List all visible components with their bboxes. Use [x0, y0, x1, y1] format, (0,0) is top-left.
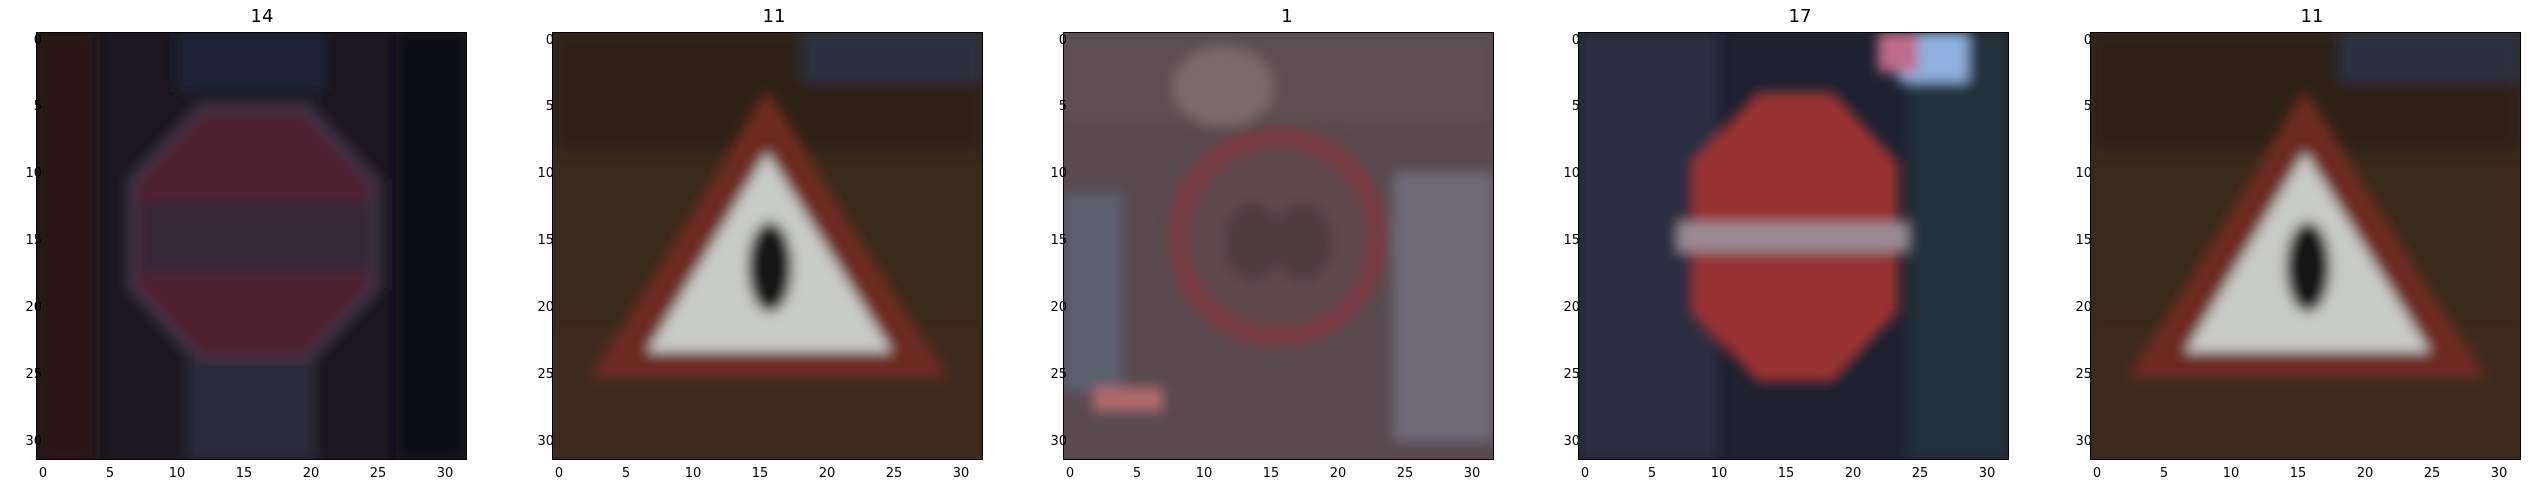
panel-title: 1	[1281, 6, 1293, 27]
y-tick: 0	[1058, 33, 1067, 48]
x-tick: 30	[1978, 466, 1996, 481]
x-tick: 25	[1396, 466, 1414, 481]
y-tick: 15	[25, 233, 42, 248]
y-tick: 20	[2075, 300, 2092, 315]
x-tick: 5	[621, 466, 631, 481]
y-tick: 25	[2075, 367, 2092, 382]
x-tick: 25	[885, 466, 903, 481]
y-tick: 30	[1050, 434, 1067, 449]
x-tick: 20	[1329, 466, 1347, 481]
y-tick: 15	[2075, 233, 2092, 248]
panel-3: 1 0 5 10 15 20 25 30 0 5 10 15	[1037, 0, 1537, 493]
y-tick: 5	[33, 99, 42, 114]
x-tick: 10	[2222, 466, 2240, 481]
image-plot	[36, 32, 467, 460]
y-tick: 25	[25, 367, 42, 382]
x-tick: 15	[1262, 466, 1280, 481]
y-tick: 25	[1563, 367, 1580, 382]
panel-title: 11	[762, 6, 786, 27]
y-tick: 15	[1563, 233, 1580, 248]
y-tick: 15	[1050, 233, 1067, 248]
y-tick: 30	[537, 434, 554, 449]
y-tick: 30	[25, 434, 42, 449]
x-tick: 0	[1065, 466, 1075, 481]
x-tick: 15	[751, 466, 769, 481]
x-tick: 15	[2289, 466, 2307, 481]
y-tick: 30	[2075, 434, 2092, 449]
x-tick: 30	[436, 466, 454, 481]
y-tick: 30	[1563, 434, 1580, 449]
panel-title: 17	[1788, 6, 1812, 27]
x-tick: 0	[554, 466, 564, 481]
x-tick: 0	[38, 466, 48, 481]
image-plot	[1063, 32, 1494, 460]
image-plot	[2090, 32, 2521, 460]
y-tick: 5	[2083, 99, 2092, 114]
x-tick: 20	[1844, 466, 1862, 481]
x-tick: 5	[1132, 466, 1142, 481]
panel-4: 17 0 5 10 15 20 25 30 0 5 10 15 20 25 30	[1550, 0, 2050, 493]
y-tick: 0	[545, 33, 554, 48]
x-tick: 20	[2356, 466, 2374, 481]
x-tick: 30	[2490, 466, 2508, 481]
x-tick: 15	[1777, 466, 1795, 481]
triangle-warning-image	[552, 32, 983, 460]
y-tick: 20	[537, 300, 554, 315]
y-tick: 5	[1571, 99, 1580, 114]
stop-sign-image	[36, 32, 467, 460]
x-tick: 10	[684, 466, 702, 481]
x-tick: 25	[2423, 466, 2441, 481]
y-tick: 0	[33, 33, 42, 48]
panel-title: 11	[2300, 6, 2324, 27]
x-tick: 20	[302, 466, 320, 481]
x-tick: 30	[952, 466, 970, 481]
y-tick: 10	[537, 166, 554, 181]
x-tick: 5	[105, 466, 115, 481]
panel-title: 14	[250, 6, 274, 27]
panel-5: 11 0 5 10 15 20 25 30 0 5 10 15 20 25 30	[2062, 0, 2530, 493]
x-tick: 10	[1195, 466, 1213, 481]
x-tick: 0	[2092, 466, 2102, 481]
panel-1: 14 0 5 10 15 20 25 30 0 5 10 15 20 25 30	[12, 0, 512, 493]
triangle-warning-image	[2090, 32, 2521, 460]
x-tick: 25	[369, 466, 387, 481]
y-tick: 25	[1050, 367, 1067, 382]
x-tick: 30	[1463, 466, 1481, 481]
x-tick: 0	[1580, 466, 1590, 481]
x-tick: 15	[235, 466, 253, 481]
y-tick: 0	[2083, 33, 2092, 48]
y-tick: 10	[1563, 166, 1580, 181]
y-tick: 15	[537, 233, 554, 248]
y-tick: 10	[2075, 166, 2092, 181]
y-tick: 5	[1058, 99, 1067, 114]
y-tick: 20	[1050, 300, 1067, 315]
x-tick: 10	[1710, 466, 1728, 481]
x-tick: 20	[818, 466, 836, 481]
y-tick: 10	[1050, 166, 1067, 181]
speed-limit-image	[1063, 32, 1494, 460]
x-tick: 10	[168, 466, 186, 481]
x-tick: 25	[1911, 466, 1929, 481]
x-tick: 5	[2159, 466, 2169, 481]
image-plot	[1578, 32, 2009, 460]
image-plot	[552, 32, 983, 460]
y-tick: 20	[25, 300, 42, 315]
y-tick: 5	[545, 99, 554, 114]
no-entry-image	[1578, 32, 2009, 460]
panel-2: 11 0 5 10 15 20 25 30 0 5 10 15 20 25 30	[524, 0, 1024, 493]
y-tick: 0	[1571, 33, 1580, 48]
y-tick: 20	[1563, 300, 1580, 315]
y-tick: 10	[25, 166, 42, 181]
x-tick: 5	[1647, 466, 1657, 481]
y-tick: 25	[537, 367, 554, 382]
